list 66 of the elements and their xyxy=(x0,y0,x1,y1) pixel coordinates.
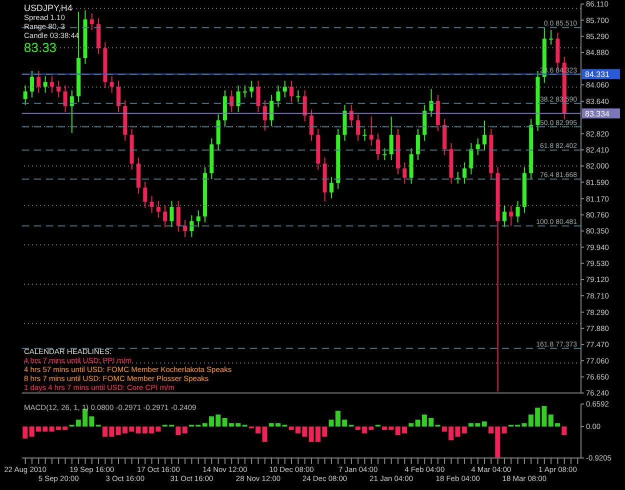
ref-line-label: 83.334 xyxy=(585,109,610,118)
candlestick xyxy=(163,205,168,228)
candlestick xyxy=(236,85,240,112)
candlestick xyxy=(376,133,380,161)
candlestick xyxy=(242,85,247,98)
candlestick xyxy=(36,70,41,94)
candlestick xyxy=(256,80,260,112)
candlestick xyxy=(362,128,367,142)
bar xyxy=(502,426,507,434)
candlestick xyxy=(190,214,194,238)
candlestick xyxy=(143,181,148,208)
candlestick xyxy=(329,176,334,199)
candlestick xyxy=(382,148,387,161)
candlestick xyxy=(116,80,120,112)
bar xyxy=(462,426,467,434)
chart-title: USDJPY,H4 xyxy=(24,3,72,13)
candlestick xyxy=(50,76,54,94)
candlestick xyxy=(309,109,314,142)
candlestick xyxy=(476,138,480,156)
candlestick xyxy=(462,162,467,184)
candlestick xyxy=(150,195,154,214)
candlestick xyxy=(63,85,68,112)
candlestick xyxy=(409,148,414,184)
bar xyxy=(482,421,487,427)
candlestick xyxy=(156,200,160,218)
candlestick xyxy=(276,85,280,108)
candlestick xyxy=(416,128,420,161)
candlestick xyxy=(369,116,374,146)
candlestick xyxy=(349,104,354,127)
bar xyxy=(408,423,414,427)
candlestick xyxy=(356,114,360,142)
candlestick xyxy=(482,120,487,151)
bar xyxy=(176,426,181,436)
candlestick xyxy=(262,100,267,132)
candlestick xyxy=(389,116,394,161)
candlestick xyxy=(110,76,114,94)
candlestick xyxy=(296,90,300,103)
candlestick xyxy=(402,162,407,184)
candlestick xyxy=(502,205,506,228)
candlestick xyxy=(56,80,61,98)
candlestick xyxy=(429,88,434,118)
candlestick xyxy=(290,80,294,103)
ref-line-label: 84.331 xyxy=(585,70,610,80)
candlestick xyxy=(30,70,34,98)
candlestick xyxy=(230,90,234,112)
candlestick xyxy=(176,200,180,232)
candlestick xyxy=(183,219,188,238)
candlestick xyxy=(90,12,94,31)
candlestick xyxy=(302,90,307,122)
candlestick xyxy=(250,80,254,98)
candlestick xyxy=(43,76,48,94)
candlestick xyxy=(549,30,554,46)
candlestick xyxy=(270,94,274,127)
candlestick xyxy=(282,80,287,98)
bar xyxy=(22,426,28,438)
bar xyxy=(182,426,188,434)
candlestick xyxy=(170,200,174,228)
candlestick xyxy=(516,200,520,223)
bar xyxy=(562,426,567,436)
candlestick xyxy=(70,90,74,134)
candlestick xyxy=(196,210,200,228)
candlestick xyxy=(469,142,474,175)
annotation: 83.33 xyxy=(24,40,57,55)
candlestick xyxy=(23,85,28,106)
candlestick xyxy=(509,205,514,226)
bar xyxy=(156,426,161,432)
